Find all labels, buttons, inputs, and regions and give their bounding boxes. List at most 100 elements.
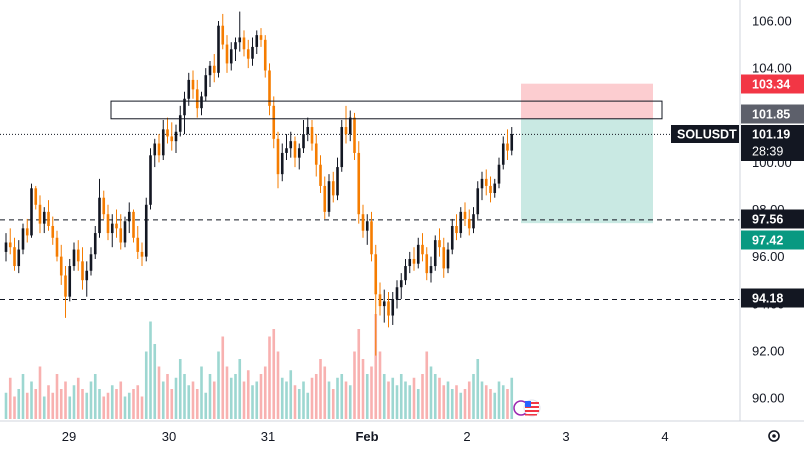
- volume-bar: [340, 374, 344, 419]
- time-tick-label: 2: [463, 429, 470, 444]
- volume-bar: [217, 351, 220, 419]
- volume-bar: [161, 381, 165, 419]
- volume-bar: [68, 396, 72, 419]
- candle-body: [395, 287, 399, 300]
- price-tick-label: 96.00: [752, 249, 785, 264]
- volume-bar: [484, 385, 488, 419]
- price-tags: 103.34 101.85 97.56 97.42 94.18: [741, 74, 804, 308]
- candle-body: [225, 44, 229, 64]
- candle-body: [149, 155, 152, 205]
- volume-bar: [144, 351, 148, 419]
- volume-bar: [8, 377, 12, 419]
- price-tick-label: 104.00: [752, 61, 792, 76]
- volume-bar: [251, 385, 254, 419]
- candle-body: [255, 35, 259, 47]
- candle-body: [408, 258, 412, 267]
- candle-body: [246, 49, 250, 59]
- price-tag-box: [741, 288, 804, 308]
- candle-body: [348, 117, 352, 135]
- volume-bar: [170, 389, 174, 419]
- volume-bar: [208, 374, 212, 419]
- candle-body: [327, 181, 331, 212]
- candle-body: [212, 65, 216, 73]
- volume-bars: [4, 314, 514, 419]
- candle-body: [450, 225, 454, 250]
- volume-bar: [395, 385, 399, 419]
- volume-bar: [4, 392, 8, 419]
- candle-body: [467, 218, 471, 229]
- volume-bar: [412, 377, 416, 419]
- candle-body: [442, 247, 446, 269]
- us-flag-event-icon[interactable]: [513, 399, 541, 417]
- candle-body: [34, 188, 38, 205]
- price-tick-label: 106.00: [752, 14, 792, 29]
- symbol-label-box: [671, 125, 739, 143]
- volume-bar: [476, 359, 480, 419]
- candle-body: [344, 127, 348, 135]
- candle-body: [59, 256, 63, 276]
- volume-bar: [506, 389, 509, 419]
- candle-body: [115, 223, 118, 229]
- volume-bar: [242, 381, 246, 419]
- candle-body: [166, 129, 169, 137]
- volume-bar: [382, 374, 386, 419]
- candle-body: [285, 148, 288, 153]
- volume-bar: [225, 366, 229, 419]
- candle-body: [140, 251, 144, 257]
- price-tag-box: [741, 209, 804, 229]
- candle-body: [510, 134, 514, 151]
- volume-bar: [344, 381, 348, 419]
- price-tag-label: 97.42: [752, 234, 783, 248]
- time-tick-label: 30: [162, 429, 176, 444]
- volume-bar: [374, 314, 378, 419]
- volume-bar: [442, 385, 446, 419]
- volume-bar: [72, 385, 76, 419]
- volume-bar: [174, 377, 178, 419]
- volume-bar: [378, 351, 382, 419]
- candle-body: [174, 131, 178, 142]
- volume-bar: [391, 377, 395, 419]
- gear-icon[interactable]: [768, 430, 780, 442]
- volume-bar: [123, 396, 127, 419]
- volume-bar: [404, 381, 407, 419]
- candle-body: [251, 46, 254, 59]
- candle-body: [438, 240, 441, 248]
- price-tag-label: 103.34: [752, 78, 790, 92]
- resistance-zone-rectangle[interactable]: [110, 100, 663, 120]
- volume-bar: [229, 377, 233, 419]
- volume-bar: [38, 366, 42, 419]
- candle-body: [484, 178, 488, 186]
- volume-bar: [136, 385, 140, 419]
- price-tick-label: 90.00: [752, 391, 785, 406]
- volume-bar: [59, 389, 63, 419]
- volume-bar: [365, 374, 369, 419]
- volume-bar: [314, 374, 318, 419]
- candle-body: [132, 211, 135, 238]
- volume-bar: [276, 351, 280, 419]
- time-tick-label: Feb: [355, 429, 378, 444]
- take-profit-zone[interactable]: [521, 118, 653, 224]
- candle-body: [429, 266, 433, 274]
- volume-bar: [183, 374, 186, 419]
- time-tick-label: 29: [62, 429, 76, 444]
- symbol-label: SOLUSDT: [677, 128, 737, 142]
- candle-body: [25, 228, 29, 236]
- volume-bar: [357, 329, 361, 419]
- last-price-label: 101.19: [752, 128, 790, 142]
- candle-body: [370, 221, 373, 255]
- volume-bar: [263, 366, 267, 419]
- candle-body: [64, 275, 67, 297]
- volume-bar: [438, 377, 441, 419]
- candle-body: [497, 164, 501, 184]
- candle-body: [72, 249, 76, 267]
- volume-bar: [323, 366, 327, 419]
- candle-body: [153, 143, 157, 156]
- time-axis[interactable]: 29 30 31 Feb 2 3 4: [62, 429, 669, 444]
- volume-bar: [408, 385, 412, 419]
- horizontal-lines[interactable]: [0, 133, 740, 301]
- volume-bar: [234, 374, 237, 419]
- candle-body: [234, 42, 237, 50]
- candle-body: [506, 143, 509, 151]
